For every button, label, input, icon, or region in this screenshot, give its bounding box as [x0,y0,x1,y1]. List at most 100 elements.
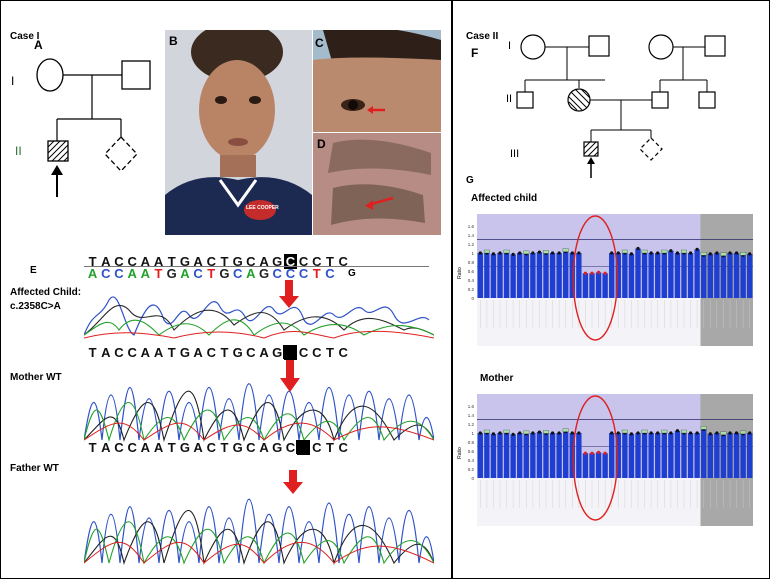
deletion-highlight-circle [572,215,618,341]
ratio-bar [556,433,562,478]
mlpa-chart-affected: 1.6 1.4 1.2 1 0.8 0.6 0.4 0.2 0 Ratio [457,214,753,346]
sequence-base: C [206,254,216,269]
affected-proband-symbol [47,140,69,162]
sequence-base: A [140,266,151,281]
ratio-point [748,252,752,256]
ci-box [740,252,747,256]
ci-box [523,250,530,255]
ratio-bar [589,453,595,478]
panel-G-letter: G [466,175,474,186]
ratio-bar [648,433,654,478]
ratio-bar [615,253,621,298]
y-tick-label: 1.6 [468,224,475,229]
ci-box [543,250,549,254]
sequence-base: A [101,440,111,455]
ratio-point [734,251,739,255]
sequence-base: G [258,266,270,281]
sequence-base: A [140,254,151,269]
ratio-bar [622,253,628,298]
affected-variant-label: c.2358C>A [10,301,61,312]
y-tick-label: 0.8 [468,440,475,445]
ratio-point [656,251,660,255]
ratio-bar [595,452,602,478]
ratio-point [478,251,482,255]
ratio-point [596,270,601,274]
sequence-base: C [338,254,348,269]
ratio-point [511,432,515,436]
sequence-base: C [325,266,335,281]
ratio-bar [720,434,727,478]
ratio-bar [490,253,497,298]
ratio-bar [589,273,595,298]
sequence-base: A [140,345,151,360]
ci-box [661,429,668,434]
y-axis-label: Ratio [457,447,463,459]
ratio-point [518,251,522,255]
photo-panel-B: LEE COOPER B [165,30,312,235]
ratio-bar [609,253,615,298]
ratio-point [728,431,732,435]
ratio-point [603,271,607,275]
sequence-base: A [140,440,151,455]
ci-box [543,430,549,434]
y-tick-label: 0.2 [468,467,475,472]
ratio-bar [582,273,589,298]
ratio-bar [569,433,575,478]
ratio-bar [563,431,569,478]
ratio-bar [510,254,516,298]
ratio-bar [641,433,648,478]
ratio-point [583,271,588,275]
ratio-bar [549,433,556,478]
father-highlight-base [296,440,309,454]
ci-box [641,429,648,434]
sequence-base: A [153,345,164,360]
ratio-point [537,250,542,254]
sequence-base: G [179,345,190,360]
ratio-bar [740,255,746,298]
ratio-point [715,251,719,255]
case1-title: Case I [10,31,40,42]
sequence-base: C [114,254,124,269]
ratio-bar [648,253,654,298]
chromatogram-father [84,470,434,566]
ratio-bar [477,253,483,298]
ratio-bar [661,433,667,478]
sequence-base: C [246,345,256,360]
ratio-point [537,430,542,434]
ratio-bar [602,273,608,298]
ratio-bar [523,253,529,298]
sequence-base: C [312,440,322,455]
pedigree-case2 [516,34,726,178]
ratio-point [636,431,640,435]
ratio-point [550,251,555,255]
ratio-point [734,431,739,435]
y-tick-label: 0.6 [468,269,475,274]
sequence-base: A [193,440,203,455]
sequence-base: G [232,440,243,455]
sequence-base: A [180,266,190,281]
sequence-base: C [232,266,243,281]
ratio-bar [490,433,497,478]
ci-box [621,249,628,254]
ratio-bar [655,433,661,478]
ratio-point [728,251,732,255]
sequence-base: C [272,266,282,281]
sequence-base: C [246,254,256,269]
y-tick-label: 0.4 [468,458,475,463]
ci-box [503,249,510,254]
ratio-point [708,432,712,436]
panel-G-inline-letter: G [348,268,356,279]
ratio-point [531,431,535,435]
sequence-base: G [272,345,283,360]
ratio-bar [681,433,687,478]
ratio-point [748,431,752,435]
ratio-point [649,251,653,255]
ratio-bar [674,253,681,298]
ratio-point [688,431,693,435]
sequence-base: A [101,345,111,360]
sequence-base: T [207,266,216,281]
ratio-point [550,431,555,435]
gen-II-label: II [15,144,22,158]
father-wt-label: Father WT [10,463,59,474]
